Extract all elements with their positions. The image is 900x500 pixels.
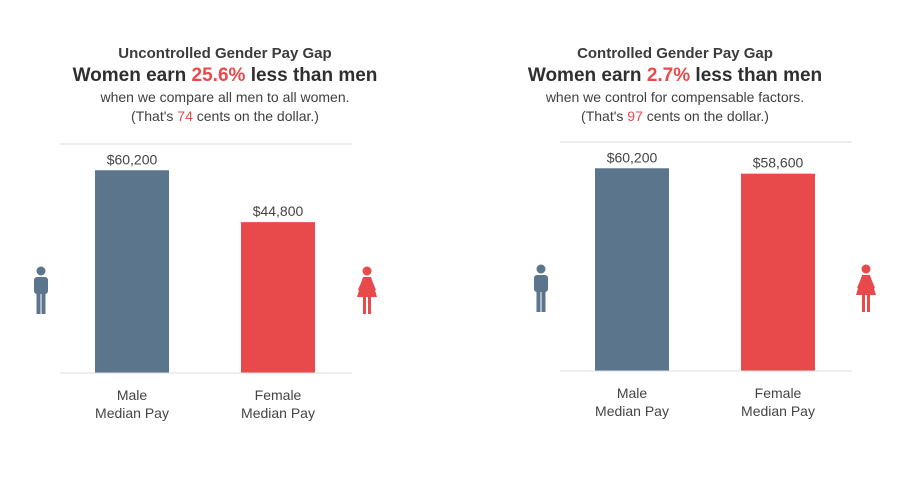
headline-prefix: Women earn [72,65,192,86]
caption-prefix: (That's [131,108,178,124]
female-person-icon [856,264,876,312]
category-tick-label: Median Pay [241,405,315,421]
bar-value-label: $58,600 [753,155,804,171]
female-person-icon [357,266,377,314]
female-pay-bar [741,173,815,371]
caption-prefix: (That's [581,108,628,124]
controlled-bar-chart: $60,200 Male Median Pay $58,600 Female Median… [560,141,852,419]
bar-value-label: $60,200 [607,149,658,165]
category-tick-label: Female [255,387,302,403]
category-tick-label: Male [117,387,148,403]
category-tick-label: Median Pay [741,403,815,419]
category-tick-label: Female [755,385,802,401]
chart-title: Controlled Gender Pay Gap [577,45,773,62]
bar-value-label: $44,800 [253,203,304,219]
headline-suffix: less than men [690,65,823,86]
caption-suffix: cents on the dollar.) [192,108,319,124]
female-pay-bar [241,222,315,373]
male-person-icon [534,264,548,312]
male-pay-bar [95,170,169,373]
uncontrolled-bar-chart: $60,200 Male Median Pay $44,800 Female Median… [60,143,352,421]
category-tick-label: Median Pay [95,405,169,421]
controlled-pay-gap-panel: Controlled Gender Pay Gap Women earn 2.7… [450,0,900,500]
caption-suffix: cents on the dollar.) [642,108,769,124]
bar-value-label: $60,200 [107,151,158,167]
caption-line-1: when we control for compensable factors. [545,89,805,105]
cents-on-dollar: 97 [627,108,643,124]
male-person-icon [34,266,48,314]
male-pay-bar [595,168,669,371]
headline: Women earn 2.7% less than men [450,64,900,88]
gap-percentage: 2.7% [646,65,691,86]
headline-suffix: less than men [245,65,378,86]
headline: Women earn 25.6% less than men [0,64,450,88]
category-tick-label: Male [617,385,648,401]
caption-line-1: when we compare all men to all women. [100,89,350,105]
caption-line-2: (That's 97 cents on the dollar.) [450,107,900,126]
cents-on-dollar: 74 [177,108,193,124]
category-tick-label: Median Pay [595,403,669,419]
panel-header: Controlled Gender Pay Gap Women earn 2.7… [450,44,900,126]
caption-line-2: (That's 74 cents on the dollar.) [0,107,450,126]
headline-prefix: Women earn [527,65,647,86]
uncontrolled-pay-gap-panel: Uncontrolled Gender Pay Gap Women earn 2… [0,44,450,421]
gap-percentage: 25.6% [191,65,246,86]
panel-header: Uncontrolled Gender Pay Gap Women earn 2… [0,44,450,126]
chart-title: Uncontrolled Gender Pay Gap [118,45,332,62]
